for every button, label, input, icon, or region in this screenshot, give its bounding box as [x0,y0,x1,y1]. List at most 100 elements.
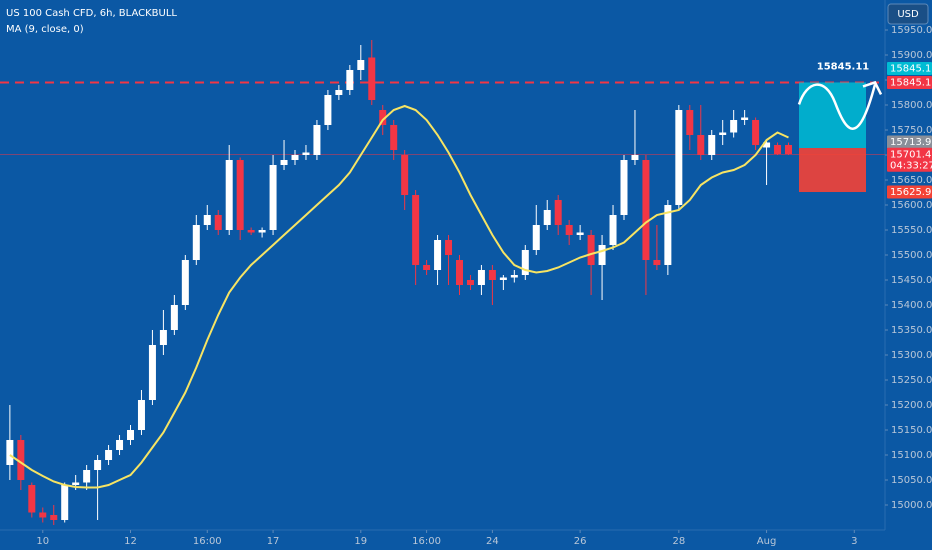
currency-button[interactable] [887,3,929,25]
candle-body [280,160,288,165]
currency-label[interactable]: USD [897,9,919,20]
candle-body [335,90,343,95]
candle-body [642,160,650,260]
target-tag-label: 15845.11 [890,63,932,74]
candle-body [105,450,113,460]
candle-body [6,440,14,465]
candle-body [324,95,332,125]
candle-body [302,152,310,155]
y-tick-label: 15450.00 [891,275,932,286]
candle-body [203,215,211,225]
candle-body [697,135,705,155]
x-tick-label: 26 [574,536,587,547]
alert-tag [887,75,932,89]
candle-body [532,225,540,250]
candle-body [192,225,200,260]
y-tick-label: 15000.00 [891,500,932,511]
candle-body [774,145,782,155]
y-tick-label: 15550.00 [891,225,932,236]
entry-tag [887,135,932,149]
candle-body [719,132,727,135]
price-tag-label: 15701.40 [890,149,932,160]
candle-body [675,110,683,205]
candle-body [521,250,529,275]
candle-body [390,125,398,150]
x-tick-label: 10 [36,536,49,547]
x-tick-label: 12 [124,536,137,547]
candle-body [466,280,474,285]
y-tick-label: 15650.00 [891,175,932,186]
x-tick-label: 28 [672,536,685,547]
candle-body [83,470,91,483]
x-tick-label: Aug [757,536,777,547]
candle-body [752,120,760,145]
forecast-arrow [862,80,883,96]
candle-body [225,160,233,230]
candle-body [708,135,716,155]
x-tick-label: 3 [851,536,857,547]
y-tick-label: 15400.00 [891,300,932,311]
candle-body [543,210,551,225]
candle-body [357,60,365,70]
candle-body [598,245,606,265]
y-tick-label: 15100.00 [891,450,932,461]
candle-body [686,110,694,135]
candle-body [445,240,453,255]
candle-body [763,142,771,148]
candle-body [554,200,562,225]
y-tick-label: 15750.00 [891,125,932,136]
candle-body [620,160,628,215]
candle-body [159,330,167,345]
y-tick-label: 15500.00 [891,250,932,261]
y-tick-label: 15950.00 [891,25,932,36]
indicator-legend: MA (9, close, 0) [6,24,84,35]
candle-body [499,277,507,280]
candle-body [576,232,584,235]
candle-body [247,230,255,233]
candle-body [170,305,178,330]
candle-body [72,482,80,485]
candle-body [116,440,124,450]
candle-body [214,215,222,230]
moving-average [9,104,789,489]
candle-body [664,205,672,265]
candle-body [510,275,518,278]
x-tick-label: 16:00 [412,536,441,547]
alert-tag-label: 15845.11 [890,77,932,88]
target-annotation: 15845.11 [817,61,870,72]
y-tick-label: 15350.00 [891,325,932,336]
stop-tag [887,185,932,199]
candle-body [127,430,135,440]
x-tick-label: 16:00 [193,536,222,547]
candle-body [28,485,36,513]
candle-body [379,110,387,125]
target-tag [887,61,932,75]
candle-body [236,160,244,230]
candle-body [488,270,496,280]
candle-body [423,265,431,270]
entry-tag-label: 15713.96 [890,137,932,148]
candle-body [17,440,25,480]
target-zone [799,82,866,149]
x-tick-label: 24 [486,536,499,547]
x-tick-label: 17 [267,536,280,547]
y-tick-label: 15600.00 [891,200,932,211]
y-tick-label: 15150.00 [891,425,932,436]
candle-body [401,155,409,195]
candle-body [39,512,47,518]
stop-tag-label: 15625.98 [890,187,932,198]
price-tag [887,147,932,172]
candle-body [412,195,420,265]
candle-body [313,125,321,155]
y-tick-label: 15900.00 [891,50,932,61]
chart-title: US 100 Cash CFD, 6h, BLACKBULL [6,8,177,19]
candle-body [258,230,266,233]
candle-body [784,145,792,155]
candle-body [730,120,738,133]
stop-zone [799,148,866,193]
y-tick-label: 15300.00 [891,350,932,361]
y-tick-label: 15200.00 [891,400,932,411]
